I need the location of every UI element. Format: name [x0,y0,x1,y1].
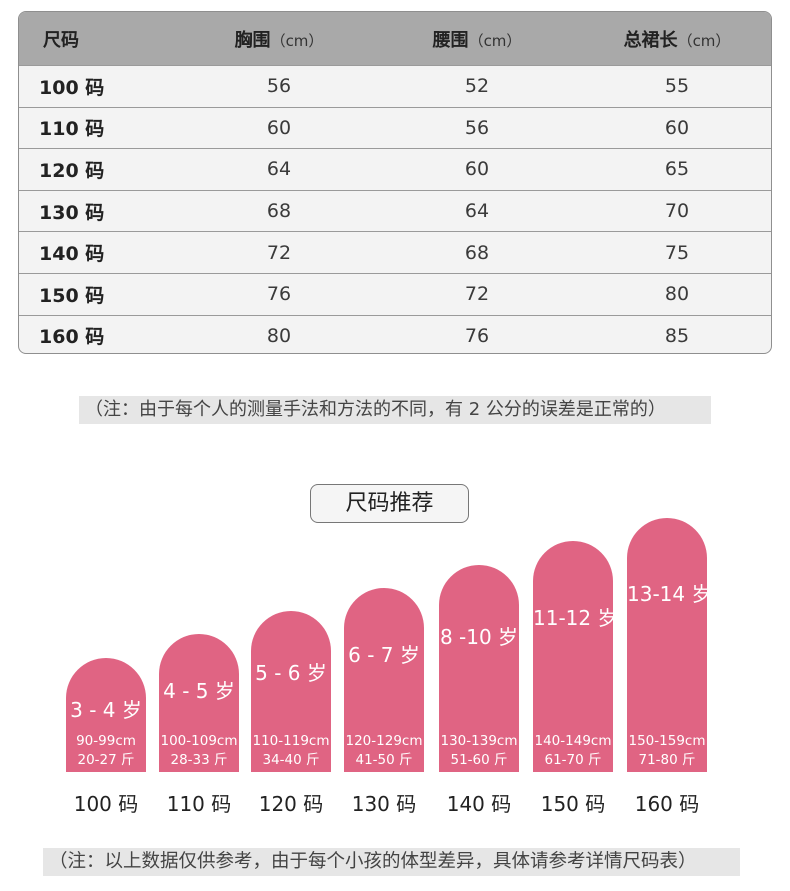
chest-cell: 76 [266,283,292,306]
size-cell: 150 码 [39,284,105,307]
waist-cell: 76 [464,324,490,347]
length-cell: 60 [664,116,690,139]
age-label: 5 - 6 岁 [255,661,327,685]
length-cell: 70 [664,200,690,223]
length-cell: 75 [664,241,690,264]
length-cell: 80 [664,283,690,306]
length-cell: 55 [664,75,690,98]
chest-cell: 68 [266,200,292,223]
table-row: 140 码 72 68 75 [19,231,771,273]
height-weight: 140-149cm 61-70 斤 [534,733,612,768]
table-row: 100 码 56 52 55 [19,65,771,107]
pillar-size-label: 110 码 [166,792,232,816]
recommend-pillar: 13-14 岁 150-159cm 71-80 斤 [627,518,712,772]
size-cell: 110 码 [39,118,105,141]
table-row: 150 码 76 72 80 [19,272,771,315]
height-weight: 130-139cm 51-60 斤 [440,733,518,768]
size-cell: 130 码 [39,201,105,224]
chest-cell: 64 [266,158,292,181]
reference-note: （注：以上数据仅供参考，由于每个小孩的体型差异，具体请参考详情尺码表） [43,848,740,876]
table-row: 110 码 60 56 60 [19,106,771,149]
pillar-size-label: 140 码 [446,792,512,816]
recommend-pillar: 6 - 7 岁 120-129cm 41-50 斤 [344,588,424,772]
waist-cell: 72 [464,283,490,306]
size-cell: 100 码 [39,76,105,99]
recommend-pillar: 8 -10 岁 130-139cm 51-60 斤 [439,565,519,772]
pillar-size-label: 130 码 [351,792,417,816]
recommend-pillar: 11-12 岁 140-149cm 61-70 斤 [533,541,618,772]
table-row: 130 码 68 64 70 [19,189,771,232]
table-header: 尺码 胸围（cm） 腰围（cm） 总裙长（cm） [19,12,771,65]
height-weight: 150-159cm 71-80 斤 [628,733,706,768]
age-label: 11-12 岁 [533,606,618,630]
size-cell: 160 码 [39,326,105,349]
pillar-size-label: 160 码 [634,792,700,816]
length-cell: 85 [664,324,690,347]
length-cell: 65 [664,158,690,181]
recommend-title: 尺码推荐 [310,484,469,523]
height-weight: 110-119cm 34-40 斤 [252,733,330,768]
table-row: 120 码 64 60 65 [19,148,771,190]
header-length: 总裙长（cm） [623,29,731,51]
pillar-size-label: 150 码 [540,792,606,816]
height-weight: 100-109cm 28-33 斤 [160,733,238,768]
chest-cell: 72 [266,241,292,264]
age-label: 8 -10 岁 [439,625,519,649]
age-label: 6 - 7 岁 [348,643,420,667]
chest-cell: 56 [266,75,292,98]
age-label: 4 - 5 岁 [163,679,235,703]
size-cell: 140 码 [39,243,105,266]
chest-cell: 80 [266,324,292,347]
waist-cell: 68 [464,241,490,264]
header-chest: 胸围（cm） [234,29,324,51]
recommend-pillar: 3 - 4 岁 90-99cm 20-27 斤 [66,658,146,772]
waist-cell: 56 [464,116,490,139]
age-label: 3 - 4 岁 [70,698,142,722]
header-waist: 腰围（cm） [432,29,522,51]
size-cell: 120 码 [39,159,105,182]
height-weight: 120-129cm 41-50 斤 [345,733,423,768]
pillar-size-label: 100 码 [73,792,139,816]
waist-cell: 52 [464,75,490,98]
chest-cell: 60 [266,116,292,139]
height-weight: 90-99cm 20-27 斤 [76,733,136,768]
age-label: 13-14 岁 [627,582,712,606]
pillar-size-label: 120 码 [258,792,324,816]
recommend-pillar: 4 - 5 岁 100-109cm 28-33 斤 [159,634,239,772]
waist-cell: 60 [464,158,490,181]
header-size: 尺码 [43,29,79,51]
measurement-note: （注：由于每个人的测量手法和方法的不同，有 2 公分的误差是正常的） [79,396,711,424]
recommend-pillar: 5 - 6 岁 110-119cm 34-40 斤 [251,611,331,772]
size-table: 尺码 胸围（cm） 腰围（cm） 总裙长（cm） 100 码 56 52 55 … [18,11,772,354]
table-row: 160 码 80 76 85 [19,314,771,353]
waist-cell: 64 [464,200,490,223]
